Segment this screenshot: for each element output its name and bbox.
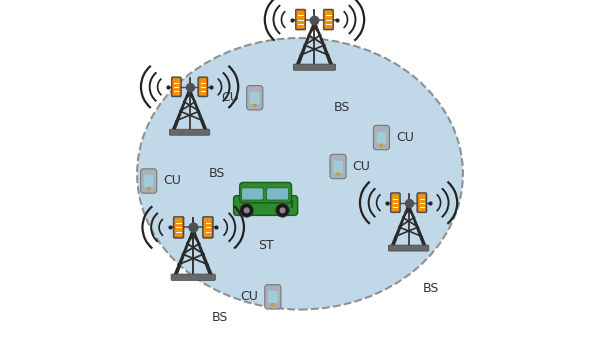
Polygon shape bbox=[172, 92, 189, 130]
FancyBboxPatch shape bbox=[233, 195, 298, 215]
FancyBboxPatch shape bbox=[388, 245, 429, 251]
FancyBboxPatch shape bbox=[293, 64, 335, 70]
FancyBboxPatch shape bbox=[266, 188, 289, 200]
Text: ST: ST bbox=[258, 239, 274, 252]
FancyBboxPatch shape bbox=[241, 188, 263, 200]
FancyBboxPatch shape bbox=[203, 218, 212, 237]
FancyBboxPatch shape bbox=[198, 77, 208, 97]
Circle shape bbox=[275, 203, 289, 217]
FancyBboxPatch shape bbox=[373, 125, 389, 150]
FancyBboxPatch shape bbox=[330, 154, 346, 179]
Polygon shape bbox=[190, 92, 207, 130]
FancyBboxPatch shape bbox=[175, 218, 183, 237]
Ellipse shape bbox=[137, 38, 463, 310]
FancyBboxPatch shape bbox=[417, 193, 427, 213]
FancyBboxPatch shape bbox=[391, 194, 399, 212]
Circle shape bbox=[337, 173, 340, 176]
Text: BS: BS bbox=[422, 282, 439, 295]
Polygon shape bbox=[194, 233, 212, 275]
Polygon shape bbox=[296, 25, 314, 65]
FancyBboxPatch shape bbox=[247, 85, 263, 110]
Polygon shape bbox=[409, 208, 426, 246]
FancyBboxPatch shape bbox=[173, 216, 184, 238]
Polygon shape bbox=[391, 208, 408, 246]
FancyBboxPatch shape bbox=[325, 10, 332, 29]
FancyBboxPatch shape bbox=[418, 194, 426, 212]
FancyBboxPatch shape bbox=[333, 160, 343, 173]
FancyBboxPatch shape bbox=[265, 285, 281, 309]
Circle shape bbox=[253, 104, 256, 107]
Circle shape bbox=[240, 203, 254, 217]
FancyBboxPatch shape bbox=[376, 131, 386, 144]
Circle shape bbox=[148, 187, 150, 190]
Circle shape bbox=[380, 144, 383, 147]
FancyBboxPatch shape bbox=[172, 78, 180, 96]
FancyBboxPatch shape bbox=[171, 77, 181, 97]
Circle shape bbox=[244, 207, 250, 214]
Text: CU: CU bbox=[163, 174, 181, 188]
Text: BS: BS bbox=[212, 311, 229, 324]
Text: CU: CU bbox=[396, 131, 414, 144]
FancyBboxPatch shape bbox=[171, 274, 215, 281]
FancyBboxPatch shape bbox=[250, 92, 260, 104]
FancyBboxPatch shape bbox=[295, 9, 306, 30]
Text: CU: CU bbox=[221, 91, 239, 104]
FancyBboxPatch shape bbox=[143, 175, 154, 188]
Text: CU: CU bbox=[352, 160, 370, 173]
FancyBboxPatch shape bbox=[169, 129, 210, 135]
Text: CU: CU bbox=[240, 290, 257, 303]
FancyBboxPatch shape bbox=[323, 9, 334, 30]
Polygon shape bbox=[174, 233, 192, 275]
Text: BS: BS bbox=[334, 101, 350, 114]
Polygon shape bbox=[316, 25, 333, 65]
Text: BS: BS bbox=[208, 167, 225, 180]
FancyBboxPatch shape bbox=[199, 78, 207, 96]
FancyBboxPatch shape bbox=[202, 216, 213, 238]
FancyBboxPatch shape bbox=[239, 182, 292, 203]
Circle shape bbox=[280, 207, 286, 214]
Circle shape bbox=[271, 303, 274, 306]
FancyBboxPatch shape bbox=[390, 193, 400, 213]
FancyBboxPatch shape bbox=[268, 291, 278, 303]
FancyBboxPatch shape bbox=[140, 169, 157, 193]
FancyBboxPatch shape bbox=[296, 10, 305, 29]
